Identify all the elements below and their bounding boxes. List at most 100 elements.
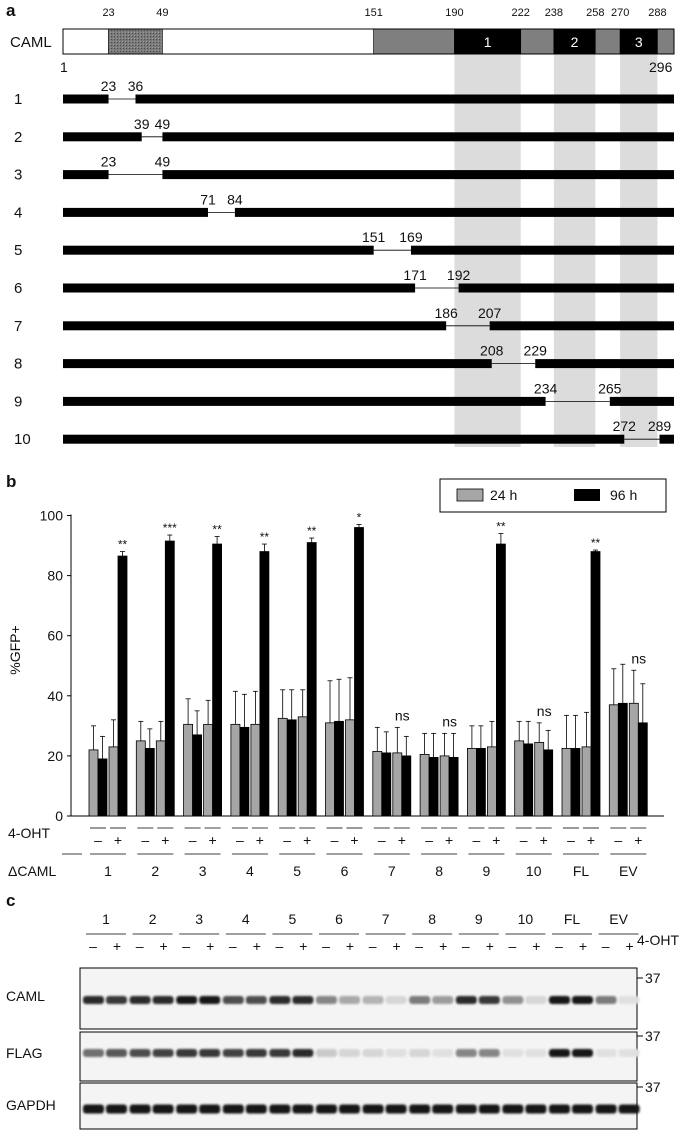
boundary-tick: 151 [364,7,382,19]
significance-label: ns [442,713,457,729]
band [385,1104,407,1114]
band [572,1104,593,1114]
bar-24h-plus [345,719,355,817]
construct-label: 1 [104,863,112,879]
bar-group-8: ns [419,713,459,817]
plus-sign: + [393,938,401,954]
plus-sign: + [579,938,587,954]
deletion-start-label: 234 [534,380,558,396]
bar-96h-plus [448,757,459,817]
bar-series: ***** **** ***ns ns**ns**ns [88,511,648,817]
deletion-start-label: 151 [362,229,386,245]
bar-24h-minus [514,740,525,817]
domain-boundary-ticks: 23 49 151 190 222 238 258 270 288 [102,7,666,19]
retained-segment [535,359,674,369]
band [339,996,360,1004]
panel-b-label: b [6,472,16,491]
band [222,1104,244,1114]
bar-96h-plus [212,543,223,817]
plus-sign: + [532,938,540,954]
legend-frame [439,478,667,513]
retained-segment [63,434,625,444]
significance-label: ns [631,650,646,666]
deletion-row-8: 8 208 229 [14,343,674,373]
treatment-minus: – [236,832,244,848]
bar-group-2: *** [135,521,177,817]
band [549,1049,570,1057]
significance-label: ns [537,703,552,719]
treatment-minus: – [614,832,622,848]
band [199,996,221,1004]
bar-96h-minus [239,726,250,817]
y-tick-label: 80 [47,568,63,584]
legend-24h: 24 h [490,487,517,503]
band [129,1049,151,1057]
y-tick-label: 100 [40,508,64,524]
minus-sign: – [89,938,97,954]
band [525,996,547,1004]
bar-96h-plus [543,749,554,817]
boundary-tick: 270 [611,7,629,19]
band [316,1104,337,1114]
blot-panels: CAML 37 FLAG 37 GAPDH 37 [6,967,661,1130]
blot-label: GAPDH [6,1097,56,1113]
treatment-plus: + [634,832,642,848]
domain-gray [373,28,455,55]
y-tick-label: 40 [47,688,63,704]
band [618,1104,640,1114]
treatment-label-c: 4-OHT [637,932,679,948]
significance-label: ** [212,523,222,537]
minus-sign: – [182,938,190,954]
band [269,1049,291,1057]
band [549,1104,570,1114]
band [245,996,267,1004]
band [152,996,174,1004]
band [316,996,337,1004]
bar-24h-plus [250,723,261,817]
retained-segment [63,132,142,142]
boundary-tick: 288 [648,7,666,19]
bar-24h-plus [392,752,403,817]
deletion-row-9: 9 234 265 [14,380,674,410]
band [455,1104,477,1114]
deletion-row-10: 10 272 289 [14,418,674,448]
legend: 24 h 96 h [439,478,667,513]
deletion-row-2: 2 39 49 [14,116,675,146]
lane-header: 1– +2– +3– +4– +5– +6– +7– +8– +9– +10– +FL– +EV– + [86,911,639,954]
retained-segment [458,283,674,293]
minus-sign: – [509,938,517,954]
bar-96h-minus [144,747,155,817]
band [152,1049,174,1057]
protein-start-label: 1 [60,59,68,75]
bar-96h-plus [306,542,317,817]
band [176,1104,198,1114]
band [432,996,454,1004]
bar-24h-minus [88,749,99,817]
construct-number: 10 [14,431,31,448]
treatment-row-label: 4-OHT [8,825,50,841]
panel-c-western: c 1– +2– +3– +4– +5– +6– +7– +8– +9– +10– +FL– +EV–… [6,891,679,1130]
minus-sign: – [229,938,237,954]
bar-group-10: ns [514,703,554,817]
protein-outline [62,28,675,55]
band [362,996,384,1004]
bar-96h-plus [495,543,506,817]
y-tick-label: 0 [55,808,63,824]
deletion-start-label: 171 [403,267,427,283]
band [572,996,593,1004]
tm-domain-label: 3 [635,34,643,50]
bar-24h-minus [372,750,383,817]
construct-label: 10 [526,863,542,879]
bar-24h-plus [628,702,639,817]
caml-domain-map: 1 2 3 [62,28,675,55]
bar-group-EV: ns [608,650,648,817]
construct-number: 7 [14,318,22,335]
boundary-tick: 23 [102,7,114,19]
bar-24h-minus [230,723,241,817]
deletion-start-label: 39 [134,116,150,132]
panel-a-label: a [6,1,16,20]
protein-name: CAML [10,34,52,51]
retained-segment [234,207,674,217]
